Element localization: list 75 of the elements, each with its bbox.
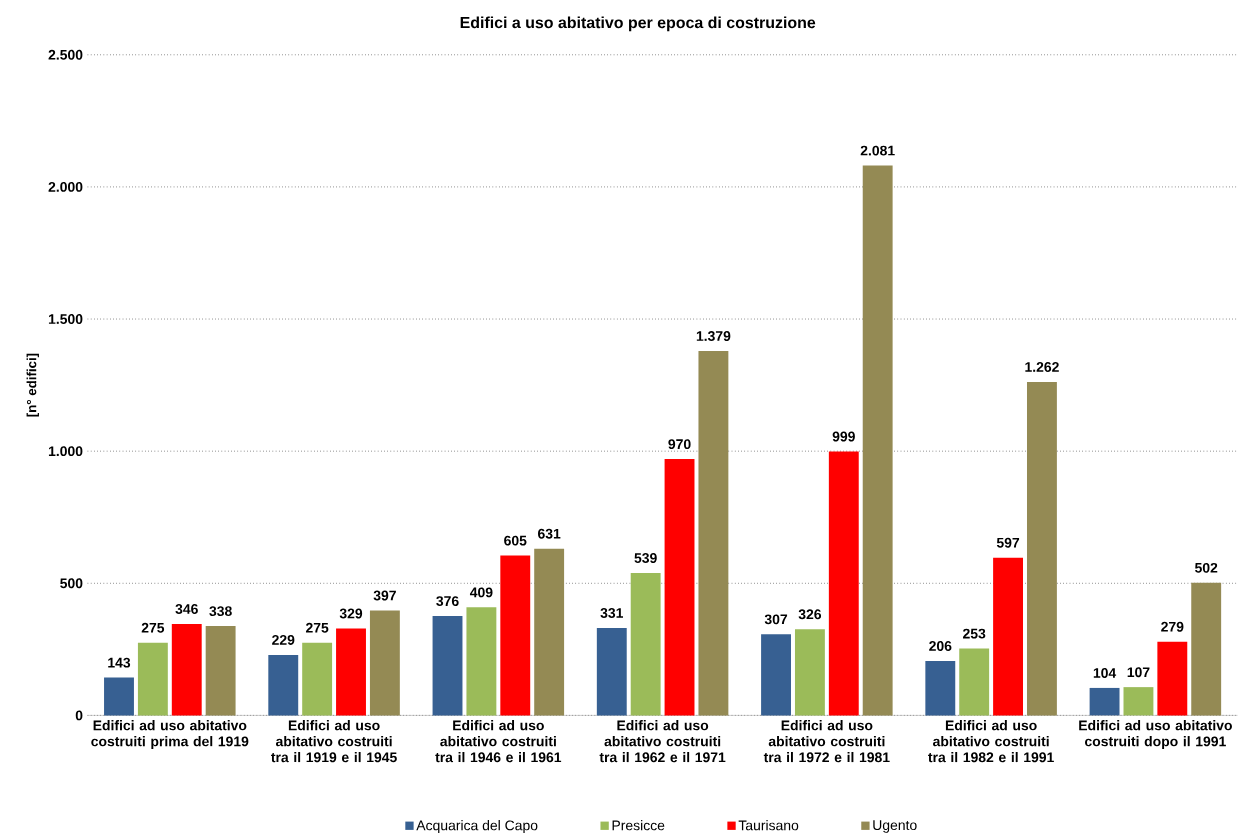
data-label: 970 [668, 438, 691, 449]
data-label: 409 [469, 587, 493, 598]
data-label: 331 [600, 607, 624, 618]
bar [698, 350, 729, 716]
bar [466, 607, 497, 716]
bar [302, 642, 333, 716]
data-label: 326 [798, 609, 822, 620]
data-label: 397 [373, 590, 396, 601]
bar [137, 642, 168, 716]
bar [171, 623, 202, 716]
data-label: 229 [272, 634, 295, 645]
data-label: 206 [929, 640, 952, 651]
bar [596, 627, 627, 716]
data-label: 1.379 [696, 330, 731, 341]
x-tick-label: Edifici ad uso abitativo costruiti prima del 1919 [91, 719, 249, 749]
bar [761, 634, 791, 716]
y-tick-label: 500 [60, 578, 83, 588]
bar [369, 610, 400, 716]
y-tick-label: 2.500 [48, 49, 83, 60]
data-label: 253 [963, 628, 986, 639]
y-axis-title: [n° edifici] [26, 353, 39, 417]
y-tick-label: 0 [75, 710, 83, 721]
data-label: 631 [538, 528, 561, 539]
data-label: 143 [108, 657, 131, 668]
data-label: 307 [764, 614, 788, 625]
bar [630, 572, 661, 716]
bar [1089, 687, 1120, 716]
bar [104, 677, 134, 716]
data-label: 1.262 [1025, 361, 1059, 372]
bar [664, 458, 695, 716]
data-label: 605 [504, 535, 527, 546]
legend-label: Acquarica del Capo [416, 819, 538, 833]
legend-label: Taurisano [738, 819, 799, 831]
data-label: 999 [832, 431, 855, 442]
x-tick-label: Edifici ad uso abitativo costruiti tra il 1982 e il 1991 [928, 719, 1054, 762]
data-label: 502 [1195, 562, 1218, 573]
bar [925, 660, 956, 716]
x-tick-label: Edifici ad uso abitativo costruiti tra il 1962 e il 1971 [599, 719, 726, 762]
data-label: 2.081 [860, 145, 895, 156]
x-tick-label: Edifici ad uso abitativo costruiti dopo il 1991 [1079, 719, 1232, 749]
data-label: 275 [141, 622, 165, 633]
data-label: 275 [305, 622, 329, 633]
bar [534, 548, 565, 716]
legend-label: Ugento [873, 820, 917, 833]
bar [862, 165, 893, 716]
bar [336, 628, 366, 716]
x-tick-label: Edifici ad uso abitativo costruiti tra il 1972 e il 1981 [763, 719, 890, 762]
y-tick-label: 1.000 [48, 446, 83, 456]
y-tick-label: 1.500 [48, 313, 83, 324]
bar [1026, 381, 1057, 716]
data-label: 338 [209, 605, 232, 616]
bar [1157, 641, 1188, 716]
data-label: 346 [175, 603, 198, 614]
bar [794, 629, 825, 716]
data-label: 597 [996, 537, 1020, 548]
bar [268, 654, 299, 716]
bar [1123, 686, 1154, 716]
x-tick-label: Edifici ad uso abitativo costruiti tra il 1946 e il 1961 [435, 719, 562, 762]
bar [432, 615, 463, 716]
data-label: 279 [1161, 621, 1184, 632]
bar [828, 451, 859, 716]
bar [205, 625, 236, 716]
bar [993, 557, 1024, 716]
legend-label: Presicce [612, 819, 665, 831]
bar [959, 648, 990, 716]
bar [500, 555, 531, 716]
bar [1191, 582, 1222, 716]
data-label: 107 [1127, 667, 1150, 677]
y-tick-label: 2.000 [48, 181, 83, 192]
chart-title: Edifici a uso abitativo per epoca di costruzione [460, 16, 816, 32]
data-label: 539 [634, 552, 657, 563]
data-label: 376 [436, 595, 459, 606]
data-label: 104 [1093, 667, 1117, 678]
data-label: 329 [339, 608, 363, 619]
x-tick-label: Edifici ad uso abitativo costruiti tra il 1919 e il 1945 [271, 719, 397, 762]
